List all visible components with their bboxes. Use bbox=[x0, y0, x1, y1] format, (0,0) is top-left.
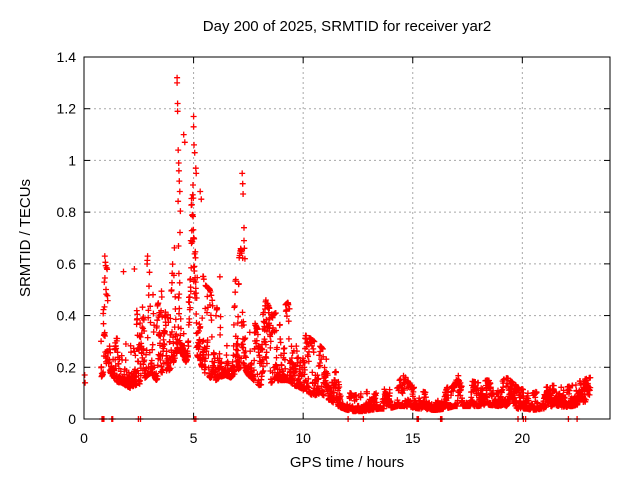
y-tick-label: 1 bbox=[68, 152, 76, 168]
y-tick-label: 0.2 bbox=[57, 359, 77, 375]
axes-and-ticks bbox=[83, 56, 611, 420]
srmtid-scatter-markers bbox=[81, 74, 594, 422]
y-tick-label: 1.2 bbox=[57, 101, 77, 117]
x-axis-label: GPS time / hours bbox=[290, 454, 404, 471]
x-tick-label: 15 bbox=[405, 430, 421, 446]
y-tick-label: 0.6 bbox=[57, 256, 77, 272]
x-tick-label: 5 bbox=[190, 430, 198, 446]
y-tick-label: 0.8 bbox=[57, 204, 77, 220]
x-tick-label: 20 bbox=[515, 430, 531, 446]
y-tick-label: 1.4 bbox=[57, 49, 77, 65]
chart-title: Day 200 of 2025, SRMTID for receiver yar… bbox=[203, 18, 491, 35]
x-tick-label: 10 bbox=[295, 430, 311, 446]
plot-border bbox=[83, 56, 611, 420]
y-tick-label: 0 bbox=[68, 411, 76, 427]
y-axis-label: SRMTID / TECUs bbox=[17, 179, 34, 297]
x-tick-label: 0 bbox=[80, 430, 88, 446]
y-tick-label: 0.4 bbox=[57, 308, 77, 324]
data-points bbox=[81, 74, 594, 422]
tick-labels: 0 5 10 15 20 0 0.2 0.4 0.6 0.8 1 1.2 1.4 bbox=[57, 49, 531, 446]
